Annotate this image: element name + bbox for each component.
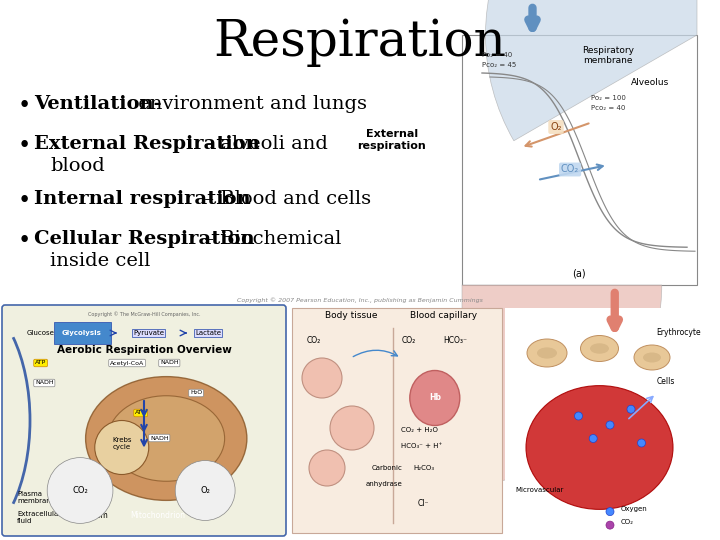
Text: Cytoplasm: Cytoplasm <box>68 511 109 520</box>
Text: External
respiration: External respiration <box>358 129 426 151</box>
Text: CO₂ + H₂O: CO₂ + H₂O <box>401 427 438 433</box>
Circle shape <box>606 521 614 529</box>
Ellipse shape <box>526 386 673 509</box>
Text: Mitochondrion: Mitochondrion <box>130 511 186 520</box>
Text: Pco₂ = 40: Pco₂ = 40 <box>591 105 626 111</box>
Text: Respiratory: Respiratory <box>582 46 634 55</box>
Wedge shape <box>485 0 697 141</box>
Text: •: • <box>18 190 31 212</box>
Text: HCO₃⁻ + H⁺: HCO₃⁻ + H⁺ <box>401 442 443 449</box>
Circle shape <box>637 439 646 447</box>
Text: NADH: NADH <box>150 435 168 441</box>
Text: Extracellular
fluid: Extracellular fluid <box>17 511 61 524</box>
Text: inside cell: inside cell <box>50 252 150 270</box>
Text: Acetyl-CoA: Acetyl-CoA <box>110 361 144 366</box>
Text: – Biochemical: – Biochemical <box>198 230 341 248</box>
Text: Krebs
cycle: Krebs cycle <box>112 436 132 449</box>
Text: Carbonic: Carbonic <box>372 465 402 471</box>
Text: CO₂: CO₂ <box>307 336 321 345</box>
Wedge shape <box>462 285 662 485</box>
Circle shape <box>606 421 614 429</box>
Text: Lactate: Lactate <box>195 330 221 336</box>
Text: – alveoli and: – alveoli and <box>198 135 328 153</box>
Text: O₂: O₂ <box>200 486 210 495</box>
Text: Po₂ = 100: Po₂ = 100 <box>591 95 626 101</box>
FancyBboxPatch shape <box>462 35 697 285</box>
Text: capillary: capillary <box>482 260 526 269</box>
Text: •: • <box>18 95 31 117</box>
Text: CO₂: CO₂ <box>72 486 88 495</box>
Text: ATP: ATP <box>35 361 46 366</box>
Text: NADH: NADH <box>160 361 179 366</box>
Text: ATP: ATP <box>135 410 146 415</box>
Text: environment and lungs: environment and lungs <box>132 95 367 113</box>
Ellipse shape <box>643 353 661 362</box>
Circle shape <box>606 508 614 516</box>
Ellipse shape <box>537 347 557 359</box>
Text: Glucose: Glucose <box>27 330 55 336</box>
Text: •: • <box>18 230 31 252</box>
Text: Erythrocyte: Erythrocyte <box>656 328 701 337</box>
Ellipse shape <box>580 335 618 361</box>
Text: •: • <box>18 135 31 157</box>
Ellipse shape <box>86 376 247 501</box>
Ellipse shape <box>590 343 609 354</box>
FancyBboxPatch shape <box>292 308 502 533</box>
FancyBboxPatch shape <box>2 305 286 536</box>
Text: Copyright © The McGraw-Hill Companies, Inc.: Copyright © The McGraw-Hill Companies, I… <box>88 312 200 317</box>
FancyBboxPatch shape <box>505 308 715 533</box>
Text: Internal respiration: Internal respiration <box>34 190 251 208</box>
Ellipse shape <box>634 345 670 370</box>
Ellipse shape <box>410 370 460 426</box>
Ellipse shape <box>108 396 225 481</box>
Text: blood: blood <box>50 157 104 175</box>
Circle shape <box>627 405 635 413</box>
Text: CO₂: CO₂ <box>561 165 579 174</box>
Text: O₂: O₂ <box>550 122 562 132</box>
FancyBboxPatch shape <box>54 322 111 344</box>
Ellipse shape <box>527 339 567 367</box>
Circle shape <box>575 412 582 420</box>
Text: H₂CO₃: H₂CO₃ <box>414 465 435 471</box>
Circle shape <box>302 358 342 398</box>
Text: CO₂: CO₂ <box>621 519 634 525</box>
Text: Po₂ = 100: Po₂ = 100 <box>477 205 516 211</box>
Text: Plasma
membrane: Plasma membrane <box>17 491 55 504</box>
Text: Pco₂ = 45: Pco₂ = 45 <box>482 62 516 68</box>
Text: (a): (a) <box>572 269 586 279</box>
Text: H₂O: H₂O <box>190 390 202 395</box>
Text: – Blood and cells: – Blood and cells <box>198 190 371 208</box>
Text: Alveolus: Alveolus <box>631 78 670 87</box>
Text: Respiration: Respiration <box>214 17 506 67</box>
Text: Hb: Hb <box>429 394 441 402</box>
Text: Cellular Respiration: Cellular Respiration <box>34 230 255 248</box>
Circle shape <box>589 435 597 442</box>
Text: anhydrase: anhydrase <box>366 481 402 487</box>
Text: Copyright © 2007 Pearson Education, Inc., publishing as Benjamin Cummings: Copyright © 2007 Pearson Education, Inc.… <box>237 298 483 303</box>
Text: Microvascular: Microvascular <box>516 488 564 494</box>
Text: Cells: Cells <box>656 377 675 387</box>
Text: Pulmonary: Pulmonary <box>482 246 536 254</box>
Text: Ventilation-: Ventilation- <box>34 95 161 113</box>
Text: Body tissue: Body tissue <box>325 311 377 320</box>
Text: HCO₃⁻: HCO₃⁻ <box>444 336 467 345</box>
Text: Aerobic Respiration Overview: Aerobic Respiration Overview <box>57 345 231 355</box>
Circle shape <box>330 406 374 450</box>
Text: Pco₂ = 40: Pco₂ = 40 <box>477 225 515 231</box>
Text: membrane: membrane <box>583 56 632 65</box>
Text: NADH: NADH <box>35 381 53 386</box>
Text: Blood capillary: Blood capillary <box>410 311 477 320</box>
Text: External Respiration: External Respiration <box>34 135 260 153</box>
Text: Oxygen: Oxygen <box>621 505 647 511</box>
Text: Cl⁻: Cl⁻ <box>418 499 430 508</box>
Text: Pyruvate: Pyruvate <box>133 330 164 336</box>
Text: Glycolysis: Glycolysis <box>62 330 102 336</box>
Text: Po₂ = 40: Po₂ = 40 <box>482 52 512 58</box>
Text: CO₂: CO₂ <box>401 336 415 345</box>
Circle shape <box>95 421 149 475</box>
Circle shape <box>309 450 345 486</box>
